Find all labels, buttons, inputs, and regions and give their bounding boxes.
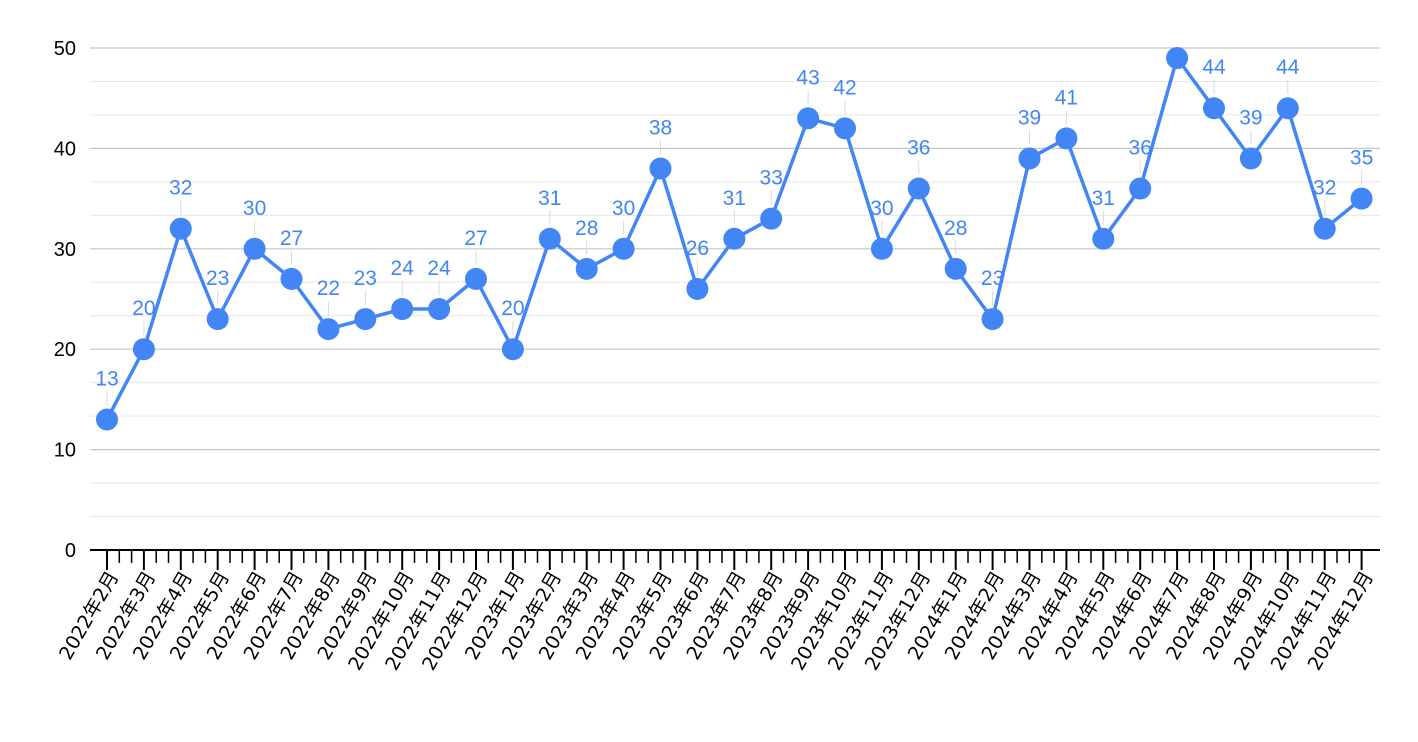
data-label: 24 — [427, 257, 451, 280]
data-point — [1092, 227, 1115, 250]
data-point — [243, 237, 266, 260]
data-point — [649, 157, 672, 180]
data-label: 43 — [796, 66, 819, 89]
data-label: 27 — [464, 227, 487, 250]
data-label: 44 — [1202, 56, 1226, 79]
data-point — [797, 107, 820, 130]
y-tick-label: 40 — [54, 138, 76, 160]
data-labels: 13 20 32 23 30 27 22 23 24 24 27 20 31 28 30 38 26 31 33 43… — [95, 56, 1373, 390]
data-label: 32 — [169, 177, 192, 200]
data-point — [1166, 47, 1189, 70]
data-label: 30 — [870, 197, 893, 220]
data-label: 24 — [391, 257, 415, 280]
data-label: 28 — [944, 217, 967, 240]
data-label: 22 — [317, 277, 340, 300]
data-point — [944, 257, 967, 280]
y-axis: 0 10 20 30 40 50 — [54, 38, 76, 562]
y-tick-label: 20 — [54, 339, 76, 361]
data-point — [1350, 187, 1373, 210]
data-label: 39 — [1239, 106, 1262, 129]
y-tick-label: 50 — [54, 38, 76, 60]
data-label: 23 — [354, 267, 377, 290]
data-point — [1276, 97, 1299, 120]
x-axis: 2022年2月2022年3月2022年4月2022年5月2022年6月2022年… — [55, 549, 1380, 674]
y-tick-label: 0 — [65, 540, 76, 562]
data-point — [538, 227, 561, 250]
data-label: 31 — [723, 187, 746, 210]
data-points — [96, 47, 1373, 431]
data-label: 38 — [649, 116, 672, 139]
data-point — [723, 227, 746, 250]
data-label: 30 — [243, 197, 266, 220]
data-point — [1018, 147, 1041, 170]
data-label: 33 — [760, 167, 783, 190]
data-label: 36 — [907, 137, 930, 160]
data-label: 32 — [1313, 177, 1336, 200]
data-point — [1203, 97, 1225, 120]
data-point — [1129, 177, 1152, 200]
data-point — [575, 257, 598, 280]
data-point — [834, 117, 856, 140]
data-point — [465, 267, 487, 290]
label-leader-lines — [106, 80, 1363, 406]
data-label: 44 — [1276, 56, 1300, 79]
data-label: 30 — [612, 197, 635, 220]
data-point — [686, 277, 709, 300]
data-point — [1055, 127, 1078, 150]
data-point — [206, 308, 229, 331]
data-point — [981, 308, 1004, 331]
y-tick-label: 30 — [54, 239, 76, 261]
data-point — [132, 338, 155, 361]
data-label: 31 — [1092, 187, 1115, 210]
data-point — [280, 267, 303, 290]
data-label: 42 — [833, 76, 856, 99]
data-point — [169, 217, 192, 240]
data-point — [354, 308, 377, 331]
data-label: 20 — [501, 297, 524, 320]
data-label: 31 — [538, 187, 561, 210]
data-label: 23 — [206, 267, 229, 290]
data-label: 27 — [280, 227, 303, 250]
data-label: 28 — [575, 217, 598, 240]
data-point — [1239, 147, 1262, 170]
data-point — [391, 298, 414, 321]
data-label: 36 — [1129, 137, 1152, 160]
data-point — [428, 298, 451, 321]
y-tick-label: 10 — [54, 440, 76, 462]
data-point — [870, 237, 893, 260]
data-point — [1313, 217, 1336, 240]
data-point — [96, 408, 118, 431]
data-label: 20 — [132, 297, 155, 320]
data-label: 39 — [1018, 106, 1041, 129]
data-point — [317, 318, 340, 341]
data-label: 23 — [981, 267, 1004, 290]
data-label: 26 — [686, 237, 709, 260]
data-label: 35 — [1350, 147, 1373, 170]
data-label: 41 — [1055, 86, 1078, 109]
data-label: 13 — [95, 367, 118, 390]
data-point — [501, 338, 524, 361]
data-point — [760, 207, 783, 230]
data-point — [612, 237, 635, 260]
data-point — [907, 177, 930, 200]
